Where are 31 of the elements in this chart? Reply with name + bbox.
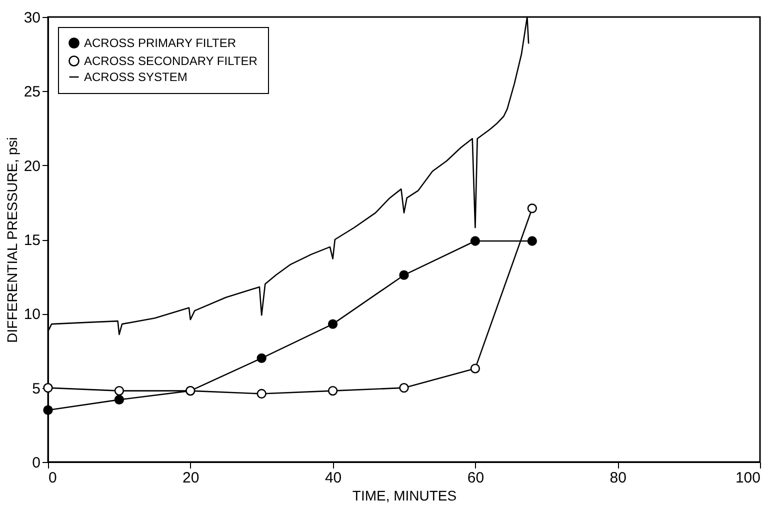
legend-label: ACROSS SYSTEM: [84, 70, 188, 84]
point: [114, 394, 124, 405]
point: [399, 270, 409, 280]
y-tick-label: 15: [24, 232, 40, 249]
y-tick-label: 0: [32, 454, 40, 472]
y-tick-label: 25: [24, 84, 40, 101]
x-tick-label: 100: [735, 470, 760, 486]
y-tick-label: 20: [24, 158, 40, 175]
x-axis-title: TIME, MINUTES: [352, 488, 457, 504]
point: [527, 204, 537, 214]
y-axis-title: DIFFERENTIAL PRESSURE, psi: [4, 137, 20, 343]
point: [43, 405, 53, 415]
y-tick-label: 10: [24, 306, 40, 324]
x-tick-label: 20: [182, 470, 200, 486]
y-tick-label: 5: [32, 380, 40, 398]
point: [256, 353, 266, 363]
x-tick-label: 80: [610, 470, 626, 486]
x-tick-label: 0: [48, 470, 57, 486]
point: [470, 236, 480, 246]
point: [328, 319, 338, 329]
legend-label: ACROSS PRIMARY FILTER: [84, 36, 236, 50]
point: [328, 386, 338, 396]
point: [256, 388, 266, 399]
y-tick-label: 30: [24, 10, 40, 26]
point: [470, 364, 480, 374]
point: [114, 386, 124, 396]
point: [399, 383, 409, 393]
x-tick-label: 60: [467, 470, 484, 486]
x-tick-label: 40: [324, 470, 342, 486]
legend-label: ACROSS SECONDARY FILTER: [84, 54, 258, 68]
point: [527, 236, 537, 246]
